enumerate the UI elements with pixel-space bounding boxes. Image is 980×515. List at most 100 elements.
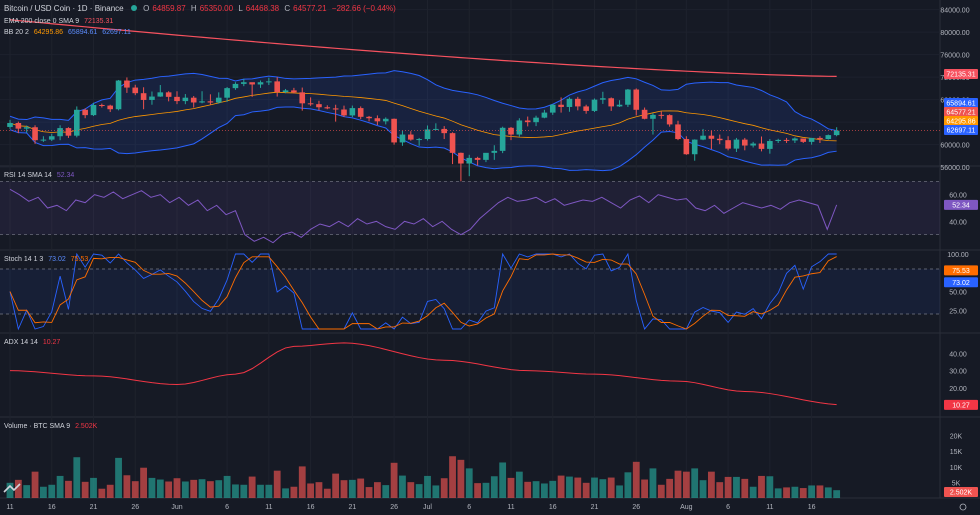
volume-bar: [758, 475, 765, 498]
candle-body: [675, 124, 681, 140]
rsi-badge-bg: [944, 199, 978, 210]
candle-body: [583, 106, 589, 111]
bb-legend[interactable]: BB 20 2 64295.86 65894.61 62697.11: [4, 28, 134, 37]
low-value: 64468.38: [245, 4, 280, 13]
candle-body: [499, 127, 506, 151]
rsi-line: [9, 188, 838, 244]
adx-label: ADX 14 14: [4, 339, 38, 346]
volume-bar: [390, 462, 398, 498]
volume-bar: [724, 476, 732, 498]
candle-body: [758, 143, 765, 149]
volume-bar: [40, 486, 47, 498]
candle-body: [725, 140, 731, 149]
candle-body: [633, 89, 640, 110]
volume-bar: [749, 486, 757, 498]
candle-body: [541, 112, 548, 118]
candle-body: [800, 138, 807, 142]
candle-body: [491, 150, 498, 153]
stoch-legend[interactable]: Stoch 14 1 3 73.02 75.53: [4, 255, 91, 264]
bb-lower-badge-bg: [944, 125, 978, 135]
time-tick-label: Jul: [423, 504, 432, 511]
bb-lower-badge: 62697.11: [947, 128, 976, 135]
candle-body: [316, 104, 322, 108]
time-tick-label: 16: [549, 504, 557, 511]
candle-body: [650, 114, 656, 119]
candle-body: [291, 90, 297, 93]
adx-tick-label: 30.00: [949, 369, 967, 376]
stoch-d-badge-bg: [944, 265, 978, 276]
volume-label: Volume · BTC SMA 9: [4, 423, 71, 430]
volume-bar: [824, 487, 832, 498]
volume-bar: [465, 468, 473, 498]
volume-bar: [140, 467, 147, 498]
time-axis: 11 16 21 26 Jun 6 11 16 21 26 Jul 6 11 16 21 26 Aug 6 11 16: [3, 483, 967, 511]
volume-bar: [616, 485, 623, 498]
candle-body: [666, 115, 673, 125]
volume-tick-label: 20K: [950, 434, 963, 441]
bb-basis-badge: 64295.86: [946, 119, 975, 126]
change-value: −282.66 (−0.44%): [331, 4, 396, 13]
candle-body: [458, 152, 464, 164]
volume-bar: [123, 475, 131, 498]
volume-bar: [557, 475, 565, 498]
volume-bar: [407, 482, 415, 498]
volume-bar: [215, 480, 223, 498]
bb-upper-badge-bg: [944, 98, 978, 108]
stoch-d-line: [9, 253, 837, 330]
bb-lower-value: 62697.11: [102, 29, 131, 36]
candle-body: [23, 127, 30, 129]
rsi-band-fill: [0, 181, 940, 235]
candle-body: [74, 109, 80, 136]
candle-body: [391, 118, 397, 143]
volume-bar: [582, 482, 590, 498]
volume-bar: [23, 485, 31, 498]
candle-body: [808, 137, 815, 142]
volume-bar: [783, 487, 790, 498]
ema-legend[interactable]: EMA 200 close 0 SMA 9 72135.31: [4, 17, 116, 26]
rsi-legend[interactable]: RSI 14 SMA 14 52.34: [4, 171, 77, 180]
candle-body: [750, 143, 756, 146]
time-tick-label: 6: [467, 504, 471, 511]
volume-bar: [716, 482, 724, 498]
ema-price-badge: 72135.31: [946, 72, 975, 79]
time-tick-label: 11: [265, 504, 272, 511]
stoch-k-badge-bg: [944, 277, 978, 288]
volume-bar: [574, 477, 582, 498]
candle-body: [608, 98, 614, 107]
volume-legend[interactable]: Volume · BTC SMA 9 2.502K: [4, 422, 100, 431]
adx-value: 10.27: [42, 339, 61, 346]
candle-body: [449, 133, 456, 153]
candle-body: [332, 108, 339, 110]
candle-body: [767, 141, 773, 149]
volume-bar: [65, 480, 72, 498]
volume-bar: [641, 479, 648, 498]
candle-body: [65, 128, 72, 136]
candle-body: [742, 139, 748, 146]
stoch-k-line: [9, 252, 837, 331]
close-price-badge-bg: [944, 107, 978, 117]
volume-bar: [799, 488, 807, 498]
volume-bar: [31, 471, 39, 498]
candle-body: [733, 139, 740, 149]
ema-price-badge-bg: [944, 69, 978, 79]
volume-bar: [131, 481, 139, 498]
candle-body: [15, 123, 22, 129]
low-label: L: [238, 4, 243, 13]
price-tick-label: 80000.00: [940, 30, 969, 37]
stoch-tick-label: 100.00: [947, 252, 969, 259]
stoch-k-badge: 73.02: [952, 280, 970, 287]
volume-bar: [348, 479, 356, 498]
candle-body: [558, 104, 564, 107]
candle-body: [32, 127, 38, 141]
adx-legend[interactable]: ADX 14 14 10.27: [4, 338, 63, 347]
volume-bar: [248, 476, 256, 498]
volume-bar: [649, 468, 657, 498]
candle-body: [199, 101, 205, 103]
stoch-band-fill: [0, 269, 940, 314]
candle-body: [57, 128, 63, 137]
volume-bar: [415, 484, 423, 498]
candle-body: [266, 81, 272, 83]
candle-body: [48, 136, 55, 140]
